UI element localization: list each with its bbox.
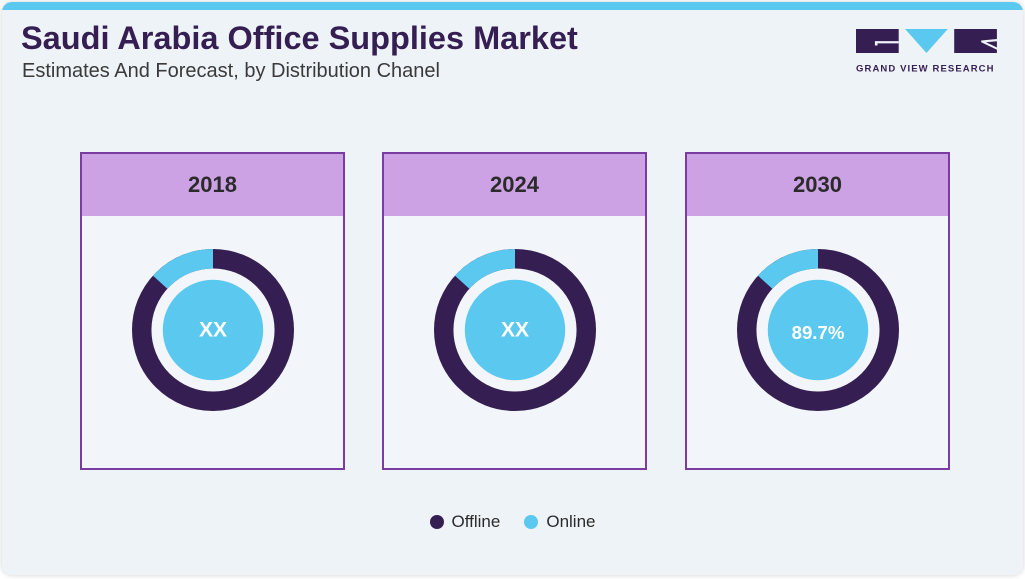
- svg-text:XX: XX: [500, 318, 528, 341]
- svg-text:89.7%: 89.7%: [791, 322, 844, 343]
- svg-text:GRAND VIEW RESEARCH: GRAND VIEW RESEARCH: [856, 64, 995, 75]
- svg-text:XX: XX: [198, 318, 226, 341]
